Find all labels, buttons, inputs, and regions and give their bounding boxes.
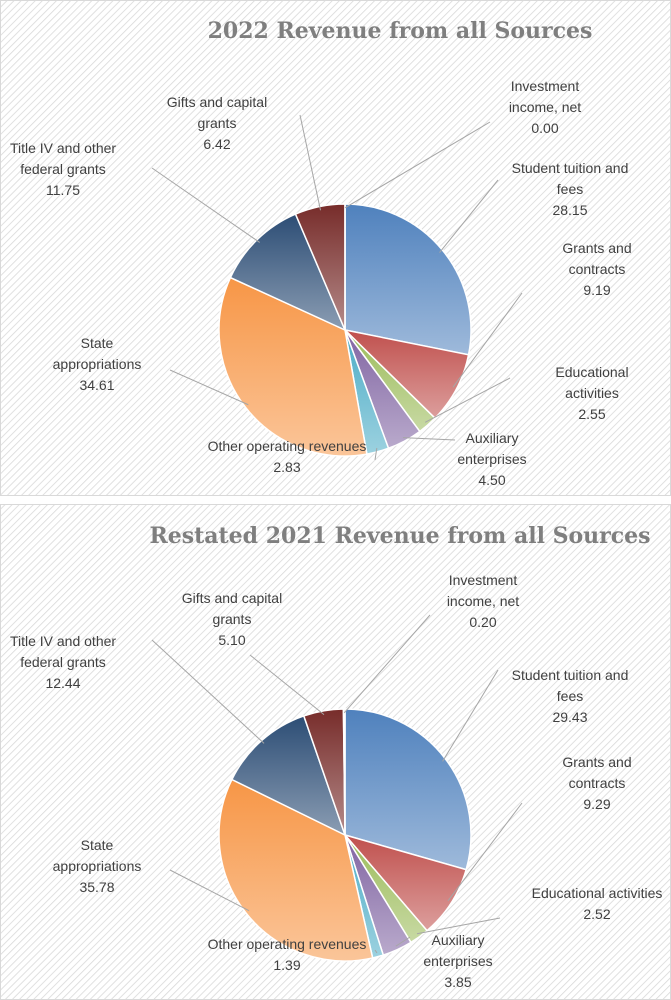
leader-line <box>424 377 511 423</box>
value-label: 29.43 <box>552 709 588 725</box>
value-label: 4.50 <box>478 472 506 488</box>
category-label: Gifts and capital grants <box>181 590 283 627</box>
leader-line <box>374 949 378 954</box>
data-label: Educational activities 2.55 <box>542 362 642 425</box>
category-label: State appropriations <box>52 335 142 372</box>
data-label: Grants and contracts 9.29 <box>552 752 642 815</box>
value-label: 5.10 <box>218 632 246 648</box>
category-label: Other operating revenues <box>207 438 367 454</box>
value-label: 6.42 <box>203 136 231 152</box>
data-label: Title IV and other federal grants 11.75 <box>8 138 118 201</box>
leader-line <box>395 936 411 947</box>
category-label: Auxiliary enterprises <box>423 932 493 969</box>
leader-line <box>439 179 499 253</box>
value-label: 1.39 <box>273 957 301 973</box>
pie-slice <box>229 213 347 332</box>
category-label: Investment income, net <box>508 78 582 115</box>
data-label: Educational activities 2.52 <box>507 883 671 925</box>
data-label: Title IV and other federal grants 12.44 <box>8 631 118 694</box>
category-label: Gifts and capital grants <box>166 94 268 131</box>
data-label: Auxiliary enterprises 3.85 <box>413 930 503 993</box>
leader-line <box>447 802 523 902</box>
leader-line <box>169 369 249 406</box>
category-label: Auxiliary enterprises <box>457 430 527 467</box>
data-label: Investment income, net 0.00 <box>490 76 600 139</box>
leader-line <box>344 121 491 209</box>
data-label: Gifts and capital grants 6.42 <box>162 92 272 155</box>
leader-line <box>416 917 501 935</box>
data-label: Other operating revenues 1.39 <box>192 934 382 976</box>
value-label: 28.15 <box>552 202 588 218</box>
value-label: 9.19 <box>583 282 611 298</box>
pie-slice <box>342 708 346 836</box>
pie-slice <box>344 203 472 356</box>
leader-line <box>151 167 260 243</box>
data-label: Investment income, net 0.20 <box>428 570 538 633</box>
category-label: Title IV and other federal grants <box>9 140 117 177</box>
category-label: Investment income, net <box>446 572 520 609</box>
value-label: 2.83 <box>273 459 301 475</box>
value-label: 34.61 <box>79 377 115 393</box>
leader-line <box>442 669 499 762</box>
category-label: Grants and contracts <box>562 240 632 277</box>
chart-title: Restated 2021 Revenue from all Sources <box>149 523 650 549</box>
value-label: 35.78 <box>79 879 115 895</box>
category-label: Student tuition and fees <box>511 160 629 197</box>
category-label: Student tuition and fees <box>511 667 629 704</box>
value-label: 9.29 <box>583 796 611 812</box>
category-label: Title IV and other federal grants <box>9 633 117 670</box>
value-label: 0.00 <box>531 120 559 136</box>
leader-line <box>343 614 431 714</box>
data-label: Gifts and capital grants 5.10 <box>177 588 287 651</box>
leader-line <box>299 114 322 211</box>
category-label: State appropriations <box>52 837 142 874</box>
value-label: 12.44 <box>45 675 81 691</box>
chart-title: 2022 Revenue from all Sources <box>208 18 593 44</box>
category-label: Educational activities <box>531 885 663 901</box>
pie-slice <box>218 778 374 962</box>
pie-slice <box>218 276 368 457</box>
data-label: State appropriations 34.61 <box>42 333 152 396</box>
leader-line <box>402 437 456 441</box>
leader-line <box>151 639 265 744</box>
category-label: Educational activities <box>555 364 629 401</box>
category-label: Other operating revenues <box>207 936 367 952</box>
value-label: 2.52 <box>583 906 611 922</box>
value-label: 0.20 <box>469 614 497 630</box>
value-label: 2.55 <box>578 406 606 422</box>
value-label: 11.75 <box>46 182 80 198</box>
category-label: Grants and contracts <box>562 754 632 791</box>
leader-line <box>374 447 378 461</box>
data-label: Auxiliary enterprises 4.50 <box>447 428 537 491</box>
leader-line <box>452 292 523 388</box>
data-label: Other operating revenues 2.83 <box>192 436 382 478</box>
data-label: State appropriations 35.78 <box>42 835 152 898</box>
value-label: 3.85 <box>444 974 472 990</box>
leader-line <box>169 869 250 912</box>
data-label: Grants and contracts 9.19 <box>552 238 642 301</box>
pie-slice <box>344 708 472 871</box>
data-label: Student tuition and fees 29.43 <box>505 665 635 728</box>
leader-line <box>249 654 325 715</box>
data-label: Student tuition and fees 28.15 <box>505 158 635 221</box>
